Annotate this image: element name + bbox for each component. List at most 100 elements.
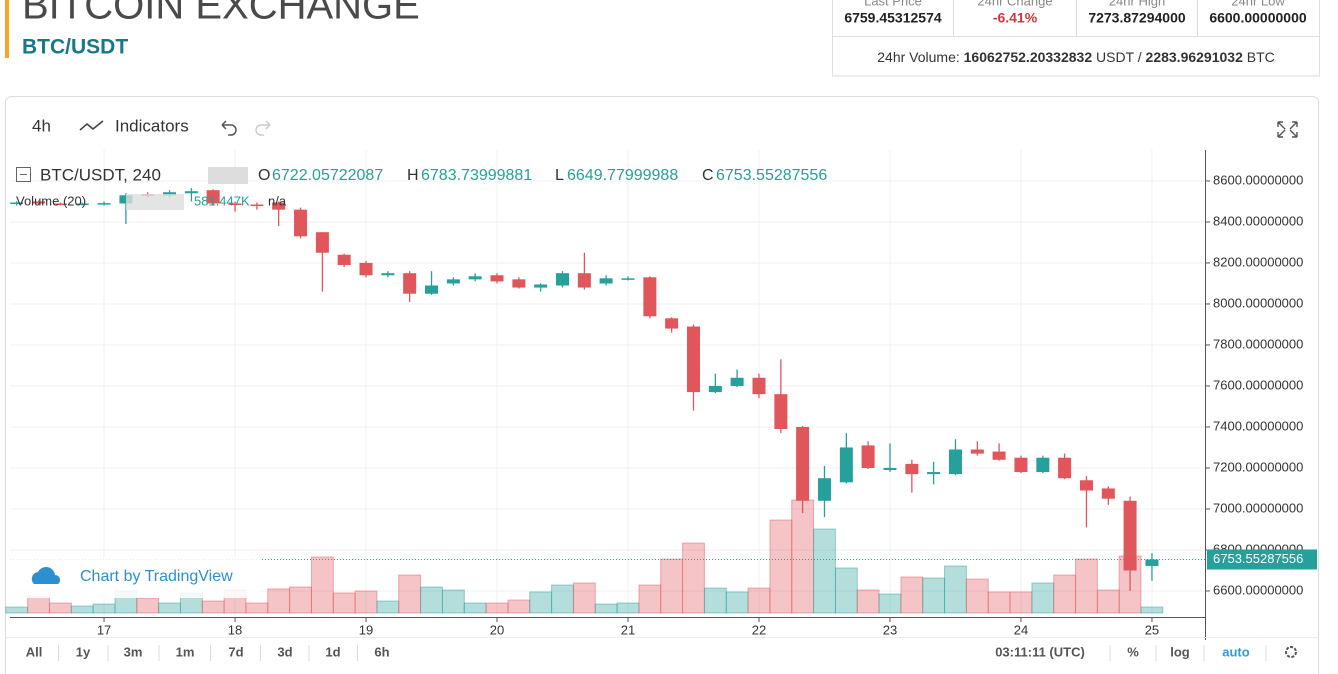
candle-body: [468, 276, 482, 280]
volume-bar: [158, 602, 181, 614]
candle-body: [534, 284, 548, 288]
stat-value: -6.41%: [993, 10, 1038, 26]
candle-body: [119, 195, 133, 204]
candle-body: [1101, 488, 1115, 499]
volume-bar: [463, 602, 487, 614]
stat-value: 6600.00000000: [1209, 10, 1307, 26]
volume-base-unit: USDT: [1096, 49, 1135, 65]
candle-body: [708, 385, 722, 393]
plot-area: 6600.000000006800.000000007000.000000007…: [5, 150, 1317, 640]
candle-body: [10, 202, 24, 204]
volume-bar: [725, 591, 749, 614]
candle-body: [1058, 457, 1072, 479]
undo-icon[interactable]: [221, 120, 237, 136]
volume-bar: [922, 577, 946, 614]
volume-bar: [245, 602, 269, 614]
candle-body: [490, 275, 504, 282]
header-accent: [5, 0, 9, 58]
volume-bar: [878, 593, 902, 614]
candle-body: [250, 204, 264, 207]
x-tick-label: 19: [359, 622, 373, 637]
x-tick-label: 18: [228, 622, 242, 637]
range-button[interactable]: 3m: [124, 644, 143, 659]
candle-body: [817, 478, 831, 501]
indicators-button[interactable]: Indicators: [115, 116, 189, 135]
volume-bar: [1140, 606, 1164, 614]
candle-body: [446, 279, 460, 284]
range-button[interactable]: 7d: [228, 644, 243, 659]
settings-icon[interactable]: [1285, 646, 1297, 658]
volume-separator: /: [1138, 49, 1142, 65]
volume-bar: [267, 588, 291, 614]
indicators-icon[interactable]: [79, 120, 104, 131]
volume-bar: [398, 574, 422, 614]
candle-body: [665, 318, 679, 329]
volume-bar: [1075, 558, 1098, 614]
redo-icon[interactable]: [255, 120, 271, 136]
candle-body: [1123, 500, 1137, 571]
volume-line: 24hr Volume: 16062752.20332832 USDT / 22…: [877, 49, 1275, 65]
legend-buttons[interactable]: [208, 167, 248, 184]
volume-bar: [310, 556, 334, 614]
legend-label: C: [702, 167, 714, 184]
volume-bar: [376, 600, 400, 614]
candle-body: [1014, 457, 1028, 473]
watermark-text[interactable]: Chart by TradingView: [80, 568, 233, 585]
volume-quote-unit: BTC: [1247, 49, 1275, 65]
candle-body: [1079, 480, 1093, 491]
candle-body: [730, 377, 744, 386]
candle-body: [1145, 559, 1159, 566]
volume-bar: [507, 599, 531, 614]
volume-bar: [136, 597, 160, 614]
candle-body: [32, 201, 46, 204]
fullscreen-icon[interactable]: [1277, 121, 1298, 138]
y-tick-label: 6600.00000000: [1213, 582, 1303, 597]
last-price-tag: [1207, 549, 1317, 570]
stat-value: 7273.87294000: [1088, 10, 1186, 26]
volume-bar: [1009, 591, 1033, 614]
x-tick-label: 22: [752, 622, 766, 637]
volume-bar: [813, 528, 836, 614]
y-tick-label: 7000.00000000: [1213, 500, 1303, 515]
range-button[interactable]: 3d: [277, 644, 292, 659]
y-tick-label: 8200.00000000: [1213, 254, 1303, 269]
volume-bar: [944, 565, 967, 614]
scale-option[interactable]: auto: [1222, 644, 1250, 659]
candle-body: [97, 203, 111, 205]
candle-body: [315, 232, 329, 253]
volume-bar: [682, 542, 705, 614]
footer-bar: All 1y 3m 1m 7d 3d 1d 6h 03:11:11 (UTC)% log auto: [6, 637, 1318, 661]
range-button[interactable]: 1y: [76, 644, 91, 659]
y-tick-label: 8600.00000000: [1213, 172, 1303, 187]
volume-bar: [703, 587, 727, 614]
volume-bar: [289, 586, 312, 614]
candle-body: [599, 278, 613, 284]
clock: 03:11:11 (UTC): [995, 644, 1085, 659]
volume-bar: [747, 587, 771, 614]
candle-body: [883, 467, 897, 471]
volume-bar: [856, 589, 880, 614]
interval-button[interactable]: 4h: [32, 116, 51, 135]
volume-bar: [441, 589, 465, 614]
scale-option[interactable]: %: [1127, 644, 1139, 659]
candle-body: [272, 202, 286, 210]
volume-bar: [49, 602, 72, 614]
stat-label: 24hr Low: [1231, 0, 1285, 8]
range-button[interactable]: 1m: [176, 644, 195, 659]
range-button[interactable]: All: [26, 644, 43, 659]
x-tick-label: 24: [1014, 622, 1028, 637]
scale-option[interactable]: log: [1170, 644, 1190, 659]
range-button[interactable]: 1d: [325, 644, 340, 659]
candle-body: [643, 277, 657, 317]
stats-box: Last Price 6759.45312574 24hr Change -6.…: [832, 0, 1320, 77]
candle-body: [75, 203, 89, 206]
candle-body: [796, 426, 810, 501]
candle-body: [53, 203, 67, 206]
volume-bar: [638, 584, 662, 614]
volume-bar: [660, 558, 684, 614]
volume-legend-buttons[interactable]: [126, 194, 184, 210]
volume-bar: [834, 567, 858, 614]
range-button[interactable]: 6h: [374, 644, 389, 659]
volume-bar: [5, 606, 29, 614]
